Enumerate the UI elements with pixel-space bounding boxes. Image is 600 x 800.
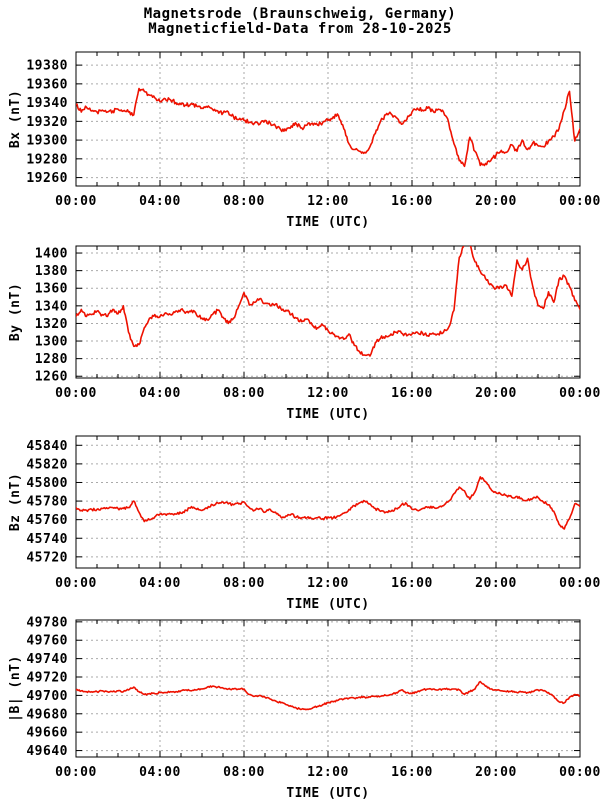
svg-text:19340: 19340 xyxy=(26,96,68,111)
bx-ticks xyxy=(75,52,581,186)
svg-text:20:00: 20:00 xyxy=(475,386,517,401)
svg-text:12:00: 12:00 xyxy=(307,194,349,209)
bz-x-tick-labels: 00:00 04:00 08:00 12:00 16:00 20:00 00:00 xyxy=(55,576,600,591)
svg-text:1400: 1400 xyxy=(35,247,68,262)
bz-time-axis-label: TIME (UTC) xyxy=(286,597,369,612)
bz-gridlines xyxy=(76,436,580,568)
svg-text:16:00: 16:00 xyxy=(391,194,433,209)
svg-text:08:00: 08:00 xyxy=(223,386,265,401)
by-y-axis-label: By (nT) xyxy=(8,283,23,341)
svg-text:1380: 1380 xyxy=(35,264,68,279)
svg-text:16:00: 16:00 xyxy=(391,576,433,591)
btotal-y-axis-label: |B| (nT) xyxy=(8,655,23,722)
by-y-tick-labels: 1260 1280 1300 1320 1340 1360 1380 1400 xyxy=(35,247,68,385)
chart-title: Magnetsrode (Braunschweig, Germany) Magn… xyxy=(0,7,600,37)
btotal-time-axis-label: TIME (UTC) xyxy=(286,786,369,800)
svg-text:08:00: 08:00 xyxy=(223,576,265,591)
btotal-x-tick-labels: 00:00 04:00 08:00 12:00 16:00 20:00 00:00 xyxy=(55,765,600,780)
bz-y-axis-label: Bz (nT) xyxy=(8,473,23,531)
svg-text:1300: 1300 xyxy=(35,335,68,350)
panel-bz: 45720 45740 45760 45780 45800 45820 45840 00:00… xyxy=(8,435,600,612)
svg-text:1340: 1340 xyxy=(35,299,68,314)
svg-text:04:00: 04:00 xyxy=(139,386,181,401)
bx-time-axis-label: TIME (UTC) xyxy=(286,215,369,230)
svg-text:49720: 49720 xyxy=(26,671,68,686)
svg-text:1360: 1360 xyxy=(35,282,68,297)
bx-y-axis-label: Bx (nT) xyxy=(8,90,23,148)
svg-text:00:00: 00:00 xyxy=(559,386,600,401)
svg-text:20:00: 20:00 xyxy=(475,194,517,209)
btotal-series-curve xyxy=(76,680,580,711)
svg-text:04:00: 04:00 xyxy=(139,576,181,591)
svg-text:00:00: 00:00 xyxy=(55,765,97,780)
svg-text:19260: 19260 xyxy=(26,171,68,186)
btotal-gridlines xyxy=(76,620,580,757)
panel-btotal: 49640 49660 49680 49700 49720 49740 49760 49780… xyxy=(8,615,600,800)
by-x-tick-labels: 00:00 04:00 08:00 12:00 16:00 20:00 00:00 xyxy=(55,386,600,401)
btotal-ticks xyxy=(75,620,581,757)
svg-text:08:00: 08:00 xyxy=(223,765,265,780)
bx-series-curve xyxy=(76,87,580,168)
svg-text:16:00: 16:00 xyxy=(391,765,433,780)
svg-text:1260: 1260 xyxy=(35,370,68,385)
svg-text:20:00: 20:00 xyxy=(475,765,517,780)
svg-text:45840: 45840 xyxy=(26,439,68,454)
panel-bx: 19260 19280 19300 19320 19340 19360 19380 00:00… xyxy=(8,51,600,230)
svg-text:00:00: 00:00 xyxy=(559,765,600,780)
bx-x-tick-labels: 00:00 04:00 08:00 12:00 16:00 20:00 00:00 xyxy=(55,194,600,209)
svg-text:12:00: 12:00 xyxy=(307,386,349,401)
svg-text:45780: 45780 xyxy=(26,495,68,510)
svg-text:19360: 19360 xyxy=(26,77,68,92)
svg-text:45760: 45760 xyxy=(26,513,68,528)
bz-series-curve xyxy=(76,476,580,530)
svg-text:04:00: 04:00 xyxy=(139,765,181,780)
by-time-axis-label: TIME (UTC) xyxy=(286,407,369,422)
svg-text:12:00: 12:00 xyxy=(307,765,349,780)
svg-text:04:00: 04:00 xyxy=(139,194,181,209)
svg-text:12:00: 12:00 xyxy=(307,576,349,591)
bz-y-tick-labels: 45720 45740 45760 45780 45800 45820 45840 xyxy=(26,439,68,566)
bz-ticks xyxy=(75,436,581,568)
by-gridlines xyxy=(76,246,580,378)
svg-text:16:00: 16:00 xyxy=(391,386,433,401)
svg-text:49640: 49640 xyxy=(26,744,68,759)
bx-y-tick-labels: 19260 19280 19300 19320 19340 19360 19380 xyxy=(26,59,68,186)
svg-text:45820: 45820 xyxy=(26,457,68,472)
chart-title-line2: Magneticfield-Data from 28-10-2025 xyxy=(148,21,452,37)
svg-text:49780: 49780 xyxy=(26,615,68,630)
svg-text:49760: 49760 xyxy=(26,634,68,649)
svg-text:08:00: 08:00 xyxy=(223,194,265,209)
by-series-curve xyxy=(76,246,580,357)
svg-text:19280: 19280 xyxy=(26,152,68,167)
svg-text:49740: 49740 xyxy=(26,652,68,667)
svg-text:20:00: 20:00 xyxy=(475,576,517,591)
by-ticks xyxy=(75,246,581,378)
panel-by: 1260 1280 1300 1320 1340 1360 1380 1400 00:00 04:… xyxy=(8,245,600,422)
svg-text:49680: 49680 xyxy=(26,707,68,722)
svg-text:45800: 45800 xyxy=(26,476,68,491)
svg-text:00:00: 00:00 xyxy=(55,386,97,401)
svg-text:19320: 19320 xyxy=(26,115,68,130)
svg-text:45740: 45740 xyxy=(26,532,68,547)
svg-text:19380: 19380 xyxy=(26,59,68,74)
svg-text:49700: 49700 xyxy=(26,689,68,704)
btotal-y-tick-labels: 49640 49660 49680 49700 49720 49740 49760 49780 xyxy=(26,615,68,759)
svg-text:00:00: 00:00 xyxy=(559,194,600,209)
svg-text:00:00: 00:00 xyxy=(55,576,97,591)
svg-text:45720: 45720 xyxy=(26,550,68,565)
bx-gridlines xyxy=(76,52,580,186)
svg-text:00:00: 00:00 xyxy=(559,576,600,591)
svg-text:1280: 1280 xyxy=(35,352,68,367)
svg-text:49660: 49660 xyxy=(26,726,68,741)
svg-text:1320: 1320 xyxy=(35,317,68,332)
svg-text:19300: 19300 xyxy=(26,134,68,149)
svg-text:00:00: 00:00 xyxy=(55,194,97,209)
chart-title-line1: Magnetsrode (Braunschweig, Germany) xyxy=(143,6,457,22)
